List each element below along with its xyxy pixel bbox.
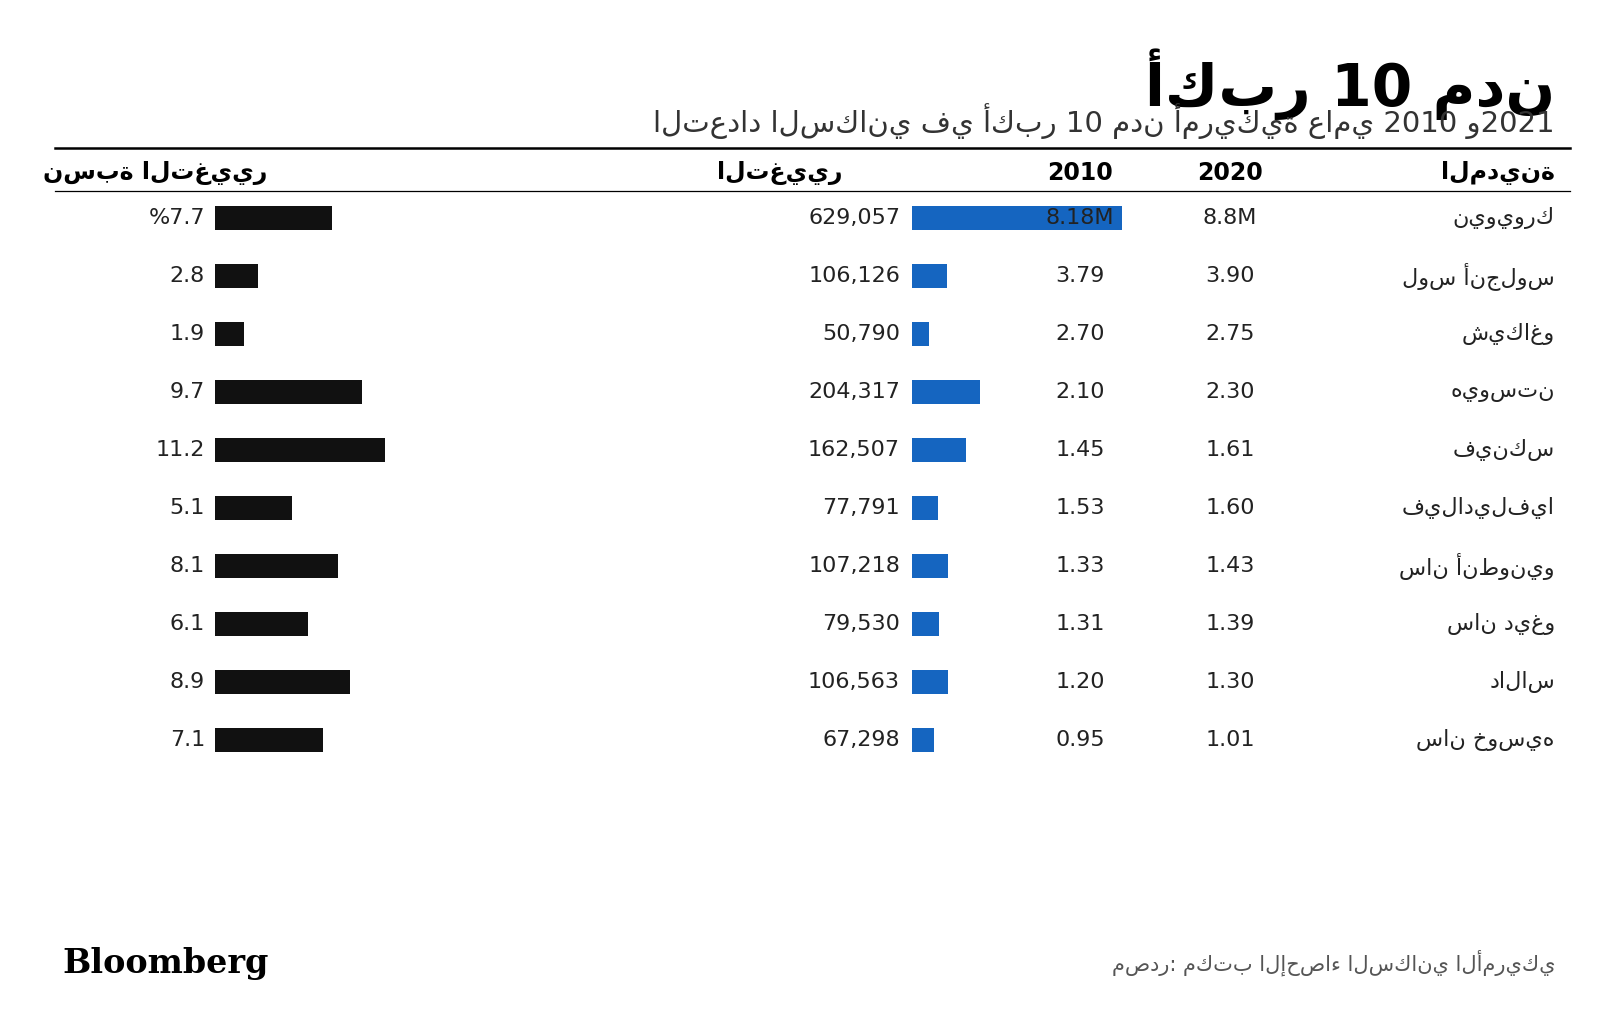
Bar xyxy=(214,496,293,520)
Text: التعداد السكاني في أكبر 10 مدن أمريكية عامي 2010 و2021: التعداد السكاني في أكبر 10 مدن أمريكية ع… xyxy=(653,103,1555,139)
Text: 2010: 2010 xyxy=(1046,161,1114,185)
Text: سان أنطونيو: سان أنطونيو xyxy=(1400,552,1555,579)
Text: 2020: 2020 xyxy=(1197,161,1262,185)
Bar xyxy=(214,612,307,636)
Text: 1.01: 1.01 xyxy=(1205,730,1254,750)
Text: 8.18M: 8.18M xyxy=(1046,208,1114,228)
Text: 2.8: 2.8 xyxy=(170,266,205,286)
Text: 67,298: 67,298 xyxy=(822,730,899,750)
Text: سان ديغو: سان ديغو xyxy=(1446,613,1555,635)
Text: 1.61: 1.61 xyxy=(1205,440,1254,460)
Text: فينكس: فينكس xyxy=(1453,439,1555,461)
Text: 8.8M: 8.8M xyxy=(1203,208,1258,228)
Bar xyxy=(912,612,939,636)
Bar xyxy=(214,322,243,346)
Text: 79,530: 79,530 xyxy=(822,614,899,634)
Text: التغيير: التغيير xyxy=(717,161,843,185)
Text: شيكاغو: شيكاغو xyxy=(1462,323,1555,345)
Bar xyxy=(214,380,362,404)
Bar xyxy=(912,322,930,346)
Text: 8.1: 8.1 xyxy=(170,556,205,576)
Text: 1.9: 1.9 xyxy=(170,324,205,344)
Bar xyxy=(912,206,1122,230)
Text: المدينة: المدينة xyxy=(1442,161,1555,185)
Bar xyxy=(214,206,331,230)
Text: أكبر 10 مدن: أكبر 10 مدن xyxy=(1144,48,1555,120)
Bar xyxy=(214,438,386,462)
Text: 1.43: 1.43 xyxy=(1205,556,1254,576)
Text: %7.7: %7.7 xyxy=(149,208,205,228)
Text: 1.30: 1.30 xyxy=(1205,672,1254,692)
Text: نيويورك: نيويورك xyxy=(1453,207,1555,229)
Text: لوس أنجلوس: لوس أنجلوس xyxy=(1402,262,1555,290)
Bar xyxy=(912,670,947,694)
Bar xyxy=(912,554,947,578)
Text: هيوستن: هيوستن xyxy=(1451,382,1555,402)
Text: 11.2: 11.2 xyxy=(155,440,205,460)
Text: 1.53: 1.53 xyxy=(1056,498,1104,518)
Bar xyxy=(214,670,350,694)
Bar xyxy=(912,496,938,520)
Text: 1.20: 1.20 xyxy=(1056,672,1104,692)
Bar xyxy=(912,728,934,752)
Text: 3.79: 3.79 xyxy=(1056,266,1104,286)
Text: مصدر: مكتب الإحصاء السكاني الأمريكي: مصدر: مكتب الإحصاء السكاني الأمريكي xyxy=(1112,950,1555,977)
Text: 162,507: 162,507 xyxy=(808,440,899,460)
Bar xyxy=(912,438,966,462)
Text: دالاس: دالاس xyxy=(1490,671,1555,693)
Text: 106,126: 106,126 xyxy=(808,266,899,286)
Bar xyxy=(214,554,338,578)
Text: 6.1: 6.1 xyxy=(170,614,205,634)
Bar xyxy=(912,380,981,404)
Text: 2.75: 2.75 xyxy=(1205,324,1254,344)
Text: 106,563: 106,563 xyxy=(808,672,899,692)
Text: 1.31: 1.31 xyxy=(1056,614,1104,634)
Text: 77,791: 77,791 xyxy=(822,498,899,518)
Text: 2.30: 2.30 xyxy=(1205,382,1254,402)
Text: 0.95: 0.95 xyxy=(1054,730,1106,750)
Text: 3.90: 3.90 xyxy=(1205,266,1254,286)
Text: 107,218: 107,218 xyxy=(808,556,899,576)
Text: نسبة التغيير: نسبة التغيير xyxy=(43,161,267,185)
Bar xyxy=(214,728,323,752)
Text: 1.45: 1.45 xyxy=(1056,440,1104,460)
Text: Bloomberg: Bloomberg xyxy=(62,946,269,980)
Bar xyxy=(214,264,258,288)
Text: 5.1: 5.1 xyxy=(170,498,205,518)
Text: 8.9: 8.9 xyxy=(170,672,205,692)
Text: فيلاديلفيا: فيلاديلفيا xyxy=(1402,497,1555,519)
Text: 9.7: 9.7 xyxy=(170,382,205,402)
Text: 1.33: 1.33 xyxy=(1056,556,1104,576)
Text: 7.1: 7.1 xyxy=(170,730,205,750)
Text: 2.70: 2.70 xyxy=(1056,324,1104,344)
Text: سان خوسيه: سان خوسيه xyxy=(1416,729,1555,751)
Text: 1.60: 1.60 xyxy=(1205,498,1254,518)
Text: 629,057: 629,057 xyxy=(808,208,899,228)
Bar xyxy=(912,264,947,288)
Text: 204,317: 204,317 xyxy=(808,382,899,402)
Text: 50,790: 50,790 xyxy=(822,324,899,344)
Text: 1.39: 1.39 xyxy=(1205,614,1254,634)
Text: 2.10: 2.10 xyxy=(1056,382,1104,402)
